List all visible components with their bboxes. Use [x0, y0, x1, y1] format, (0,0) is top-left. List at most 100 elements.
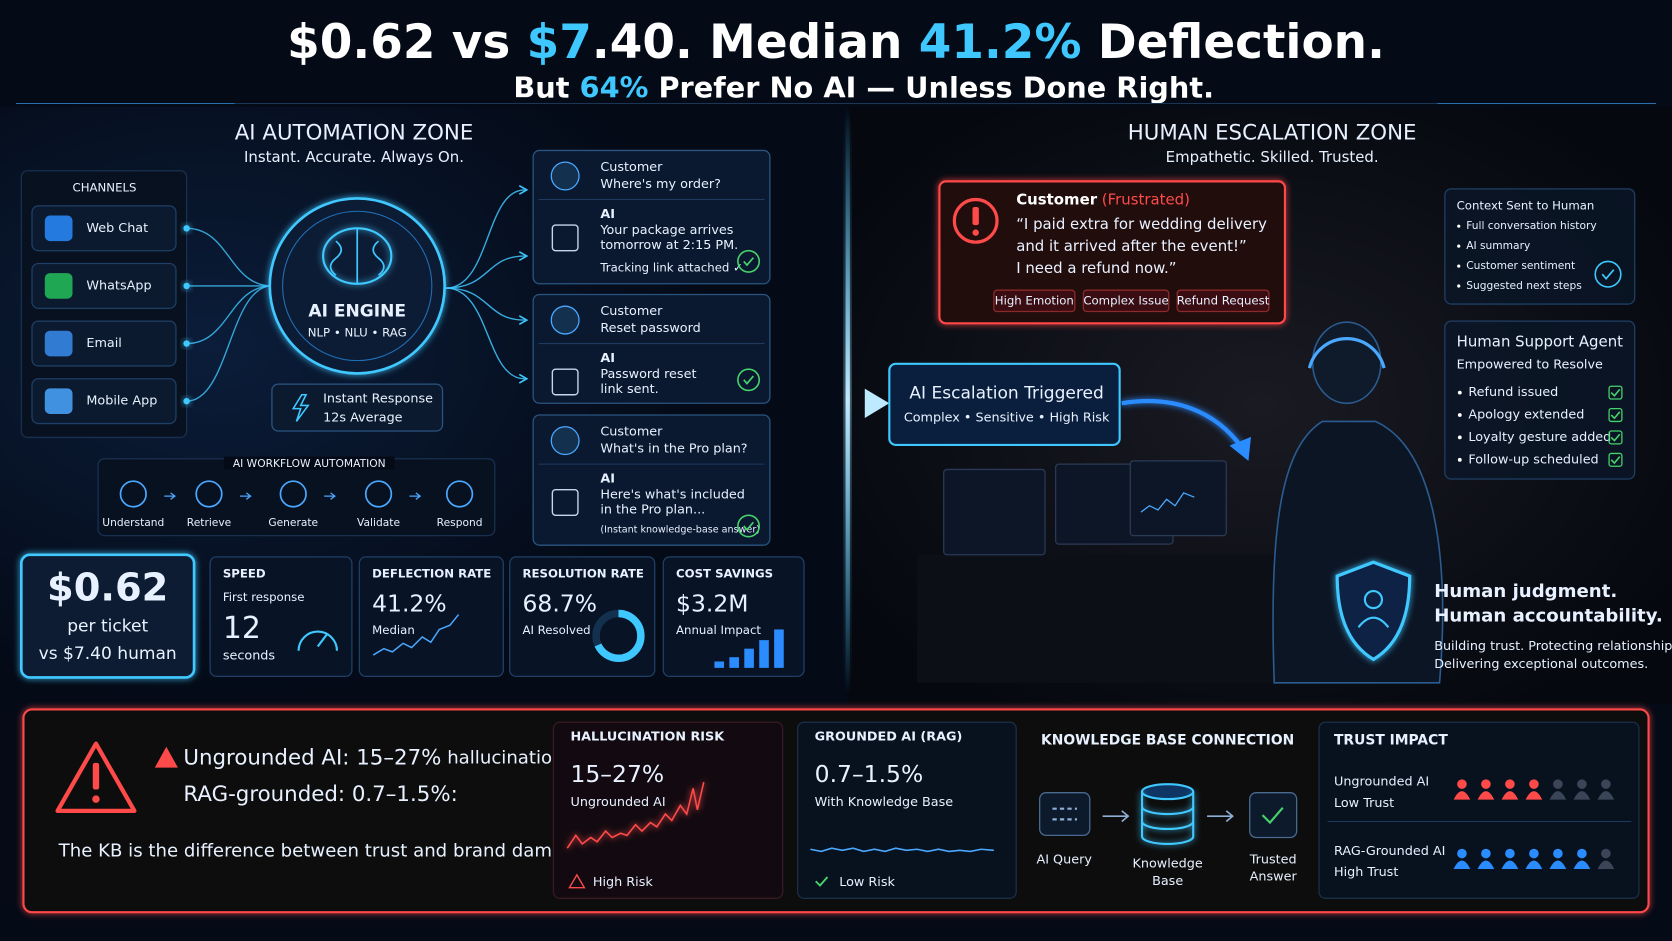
person-body: [1597, 860, 1615, 869]
brain-fold: [329, 228, 385, 284]
person-body: [1525, 791, 1543, 800]
kb-step: Base: [1152, 874, 1183, 889]
person-icon: [1553, 848, 1563, 859]
workflow-icon: [119, 480, 147, 508]
complaint-quote: and it arrived after the event!”: [1016, 237, 1247, 255]
complaint-quote: “I paid extra for wedding delivery: [1016, 215, 1267, 233]
flag-warning: [568, 873, 586, 889]
bullet: [1457, 390, 1462, 395]
customer-question: Reset password: [600, 321, 700, 336]
customer-label: Customer: [600, 425, 663, 440]
kb-arrow: [1102, 810, 1130, 823]
check-mark: [743, 521, 755, 532]
context-item: Full conversation history: [1466, 219, 1596, 232]
grounded-panel: [796, 721, 1017, 899]
bullet: [1457, 284, 1461, 288]
trust-name: Ungrounded AI: [1334, 775, 1429, 790]
person-body: [1501, 791, 1519, 800]
engine-ring: [268, 197, 446, 375]
zone-tagline: Empathetic. Skilled. Trusted.: [1166, 148, 1379, 166]
trust-heading: TRUST IMPACT: [1334, 732, 1448, 748]
ai-answer: tomorrow at 2:15 PM.: [600, 238, 738, 253]
complaint-mood: (Frustrated): [1097, 191, 1190, 209]
metric-sub: First response: [223, 590, 305, 604]
conversation-note: Tracking link attached ✓: [599, 260, 743, 274]
workflow-arrow: [164, 492, 176, 500]
complaint-tag: [1176, 289, 1270, 313]
person-body: [1549, 860, 1567, 869]
workflow-step: Retrieve: [187, 516, 231, 529]
person-icon: [1601, 779, 1611, 789]
shield-person-body: [1357, 616, 1390, 629]
hallucination-panel: [552, 721, 784, 899]
ai-icon: [551, 368, 579, 396]
customer-label: Customer: [600, 304, 663, 319]
query-icon: [1039, 792, 1091, 837]
complaint-panel: [938, 180, 1286, 325]
person-body: [1549, 791, 1567, 800]
check-mark: [1610, 411, 1621, 420]
complaint-label: Customer: [1016, 191, 1097, 209]
bullet: [1457, 457, 1462, 462]
title: $0.62 vs $7.40. Median 41.2% Deflection.: [287, 14, 1385, 69]
complaint-tag-label: High Emotion: [995, 293, 1074, 307]
grounded-label: GROUNDED AI (RAG): [815, 730, 963, 745]
workflow-step: Understand: [102, 516, 164, 529]
response-text: Instant Response: [323, 392, 433, 407]
sparkline: [372, 614, 460, 656]
context-item: AI summary: [1466, 239, 1530, 252]
metric-sub: AI Resolved: [523, 623, 591, 637]
person-icon: [1529, 848, 1539, 859]
customer-label: Customer: [600, 160, 663, 175]
engine-tags: NLP • NLU • RAG: [308, 325, 407, 339]
agent-item: Apology extended: [1468, 408, 1584, 423]
monitor: [943, 468, 1046, 556]
check-box: [1608, 430, 1623, 445]
hallucination-sub: Ungrounded AI: [570, 795, 665, 810]
metric-card: [209, 556, 353, 678]
arrow-head: [518, 373, 529, 384]
metric-label: DEFLECTION RATE: [372, 566, 491, 580]
ai-answer: Your package arrives: [599, 223, 733, 238]
escalation-box: [888, 362, 1121, 446]
ai-icon: [551, 489, 579, 517]
ai-icon: [551, 224, 579, 252]
escalation-sub: Complex • Sensitive • High Risk: [904, 411, 1110, 426]
workflow-arrow: [409, 492, 422, 500]
title-part: .40. Median: [592, 14, 919, 69]
trust-level: High Trust: [1334, 865, 1398, 880]
workflow-icon: [195, 480, 223, 508]
agent-item: Refund issued: [1468, 385, 1558, 400]
cost-line: per ticket: [67, 616, 148, 636]
person-body: [1453, 860, 1471, 869]
engine-inner: [282, 210, 433, 362]
grounded-sub: With Knowledge Base: [815, 795, 954, 810]
workflow-step: Validate: [357, 516, 400, 529]
kb-step: Knowledge: [1133, 857, 1203, 872]
context-panel: [1444, 188, 1636, 305]
risk-line: RAG-grounded: 0.7–1.5%:: [183, 782, 457, 807]
complaint-tag-label: Refund Request: [1177, 293, 1270, 307]
bullet: [1457, 224, 1461, 228]
metric-sub: Median: [372, 623, 415, 637]
channel-label: WhatsApp: [86, 278, 151, 293]
agent-title: Human Support Agent: [1457, 332, 1624, 350]
kb-step: Answer: [1250, 869, 1298, 884]
gauge: [297, 630, 339, 651]
query-dots: [1052, 807, 1077, 821]
ai-answer: link sent.: [600, 382, 658, 397]
person-icon: [1481, 848, 1491, 859]
workflow-icon: [364, 480, 393, 508]
mini-bar: [714, 661, 725, 668]
warning-icon: [55, 741, 137, 813]
kb-heading: KNOWLEDGE BASE CONNECTION: [1041, 732, 1294, 748]
engine-arrow: [445, 255, 525, 289]
kb-arrow: [1207, 810, 1234, 823]
flag-check: [815, 876, 829, 887]
metric-label: SPEED: [223, 566, 266, 580]
workflow-step: Respond: [437, 516, 483, 529]
person-icon: [1481, 779, 1491, 789]
customer-question: What's in the Pro plan?: [600, 442, 747, 457]
